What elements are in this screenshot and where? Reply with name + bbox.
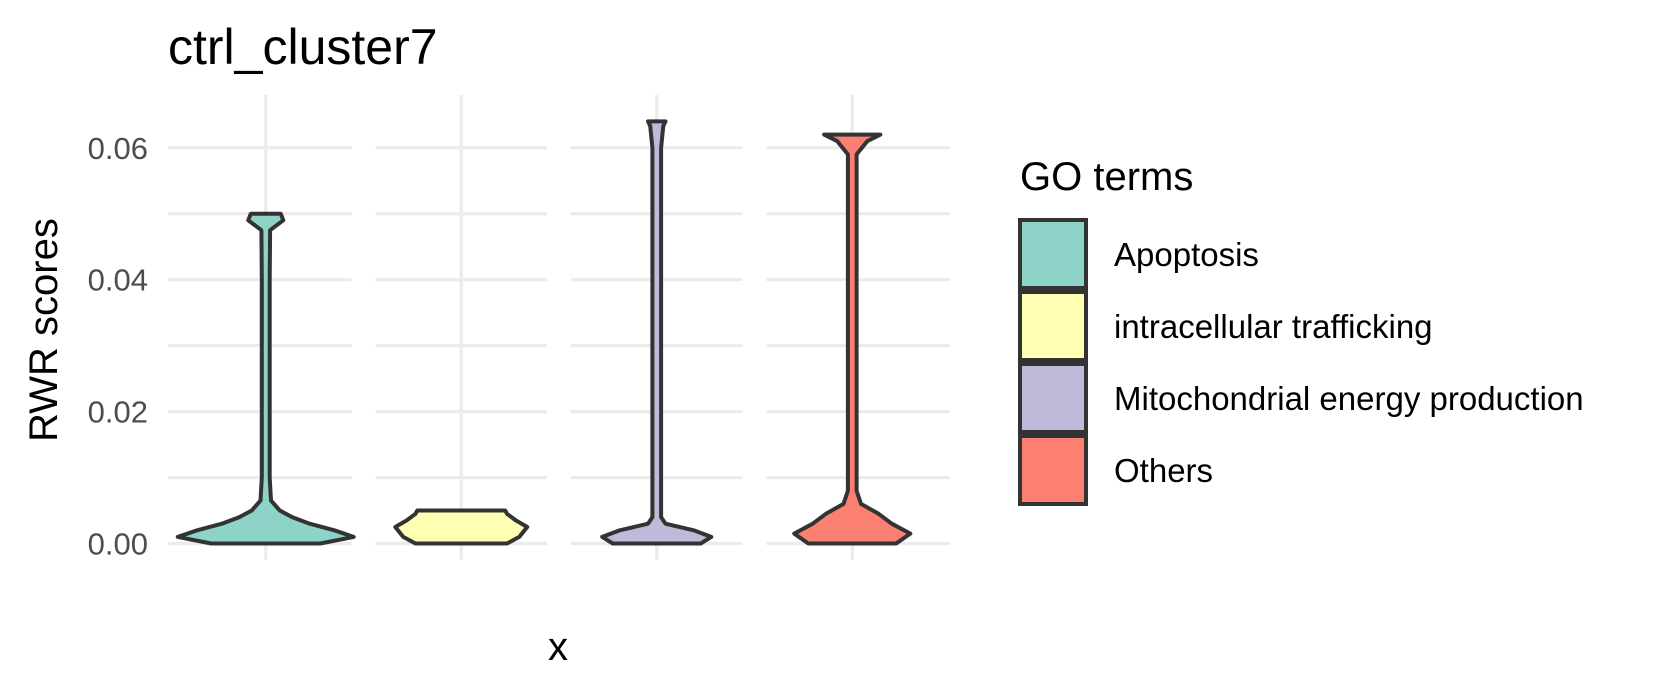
legend-label: Mitochondrial energy production	[1114, 380, 1584, 417]
chart-title: ctrl_cluster7	[168, 19, 438, 75]
violin-apoptosis	[175, 211, 356, 546]
legend-title: GO terms	[1020, 155, 1193, 199]
violin-intracellular-trafficking	[393, 508, 530, 546]
y-tick-label: 0.00	[88, 527, 148, 562]
legend-label: intracellular trafficking	[1114, 308, 1433, 345]
y-axis-label: RWR scores	[22, 218, 66, 442]
panel-gap	[547, 93, 571, 562]
violin-mitochondrial-energy-production	[600, 119, 714, 546]
legend-key	[1018, 218, 1088, 290]
y-tick-label: 0.06	[88, 131, 148, 166]
y-axis-ticks: 0.00 0.02 0.04 0.06	[88, 131, 148, 562]
legend: GO terms Apoptosis intracellular traffick…	[1018, 155, 1584, 506]
x-axis-label: x	[548, 625, 568, 669]
legend-items: Apoptosis intracellular trafficking Mitoch…	[1018, 218, 1584, 506]
y-tick-label: 0.04	[88, 263, 148, 298]
legend-label: Others	[1114, 452, 1213, 489]
violins	[175, 119, 913, 546]
panel-gap	[742, 93, 767, 562]
panel-gap	[351, 93, 376, 562]
violin-others	[792, 132, 913, 546]
legend-key	[1018, 362, 1088, 434]
y-tick-label: 0.02	[88, 395, 148, 430]
grid	[168, 93, 950, 562]
legend-label: Apoptosis	[1114, 236, 1259, 273]
legend-key	[1018, 434, 1088, 506]
legend-key	[1018, 290, 1088, 362]
